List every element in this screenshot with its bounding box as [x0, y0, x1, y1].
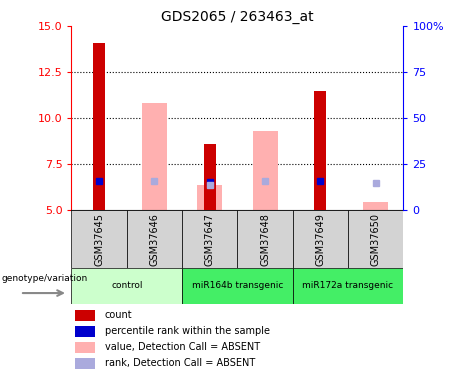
Text: percentile rank within the sample: percentile rank within the sample [105, 326, 270, 336]
Bar [197, 185, 222, 210]
Text: miR164b transgenic: miR164b transgenic [192, 281, 283, 290]
Text: GSM37649: GSM37649 [315, 213, 325, 266]
Bar [71, 210, 127, 268]
Bar [204, 144, 216, 210]
Bar [71, 268, 182, 304]
Text: GSM37646: GSM37646 [149, 213, 160, 266]
Text: genotype/variation: genotype/variation [1, 274, 88, 283]
Text: count: count [105, 310, 132, 321]
Bar [363, 202, 388, 210]
Text: miR172a transgenic: miR172a transgenic [302, 281, 394, 290]
Bar [293, 210, 348, 268]
Bar [293, 268, 403, 304]
Bar [93, 43, 105, 210]
Bar [253, 131, 278, 210]
Bar [182, 210, 237, 268]
Text: GSM37650: GSM37650 [371, 213, 381, 266]
Text: GSM37647: GSM37647 [205, 213, 215, 266]
Bar [75, 326, 95, 337]
Text: value, Detection Call = ABSENT: value, Detection Call = ABSENT [105, 342, 260, 352]
Bar [127, 210, 182, 268]
Bar [75, 342, 95, 353]
Bar [75, 357, 95, 369]
Bar [348, 210, 403, 268]
Text: rank, Detection Call = ABSENT: rank, Detection Call = ABSENT [105, 358, 255, 368]
Bar [237, 210, 293, 268]
Text: GSM37645: GSM37645 [94, 213, 104, 266]
Text: control: control [111, 281, 142, 290]
Bar [142, 104, 167, 210]
Bar [314, 91, 326, 210]
Title: GDS2065 / 263463_at: GDS2065 / 263463_at [161, 10, 314, 24]
Bar [182, 268, 293, 304]
Bar [75, 310, 95, 321]
Text: GSM37648: GSM37648 [260, 213, 270, 266]
